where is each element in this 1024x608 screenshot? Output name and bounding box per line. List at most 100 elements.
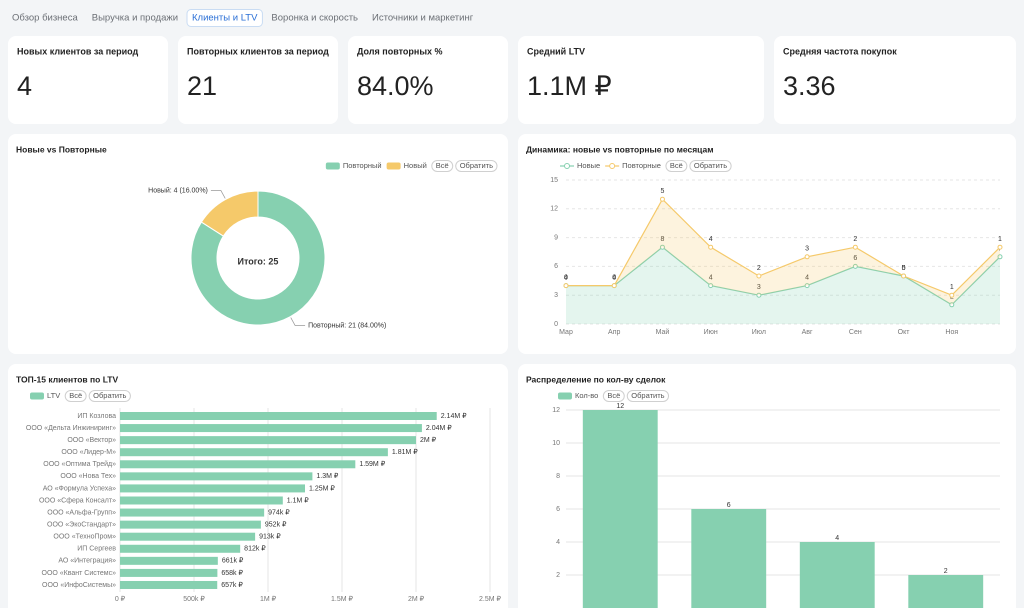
y-tick-label: 9: [554, 234, 558, 241]
bar-label: 658k ₽: [221, 569, 243, 577]
legend-label[interactable]: Кол-во: [575, 391, 598, 400]
x-tick-label: Июн: [704, 329, 718, 336]
kpi-label: Средний LTV: [527, 46, 585, 56]
bar-label: 952k ₽: [265, 520, 287, 528]
x-tick-label: Авг: [802, 329, 813, 336]
point-label: 4: [709, 236, 713, 243]
line: [566, 246, 1001, 306]
tab[interactable]: Выручка и продажи: [92, 13, 178, 24]
legend-button[interactable]: [431, 160, 454, 172]
donut-slice: [190, 190, 326, 326]
bar-label: 2.04M ₽: [426, 424, 452, 432]
y-tick-label: ООО «ИнфоСистемы»: [42, 582, 116, 589]
bar-label: 1.81M ₽: [392, 448, 418, 456]
bar: [120, 568, 218, 577]
point: [659, 244, 665, 250]
y-tick-label: 15: [550, 177, 558, 184]
point: [949, 292, 955, 298]
bar: [120, 520, 261, 529]
legend-button[interactable]: [602, 390, 625, 402]
legend-button-label: Обратить: [460, 161, 493, 170]
legend-label[interactable]: Повторные: [622, 161, 661, 170]
point-label: 1: [998, 236, 1002, 243]
point-label: 3: [805, 246, 809, 253]
chart-title: Новые vs Повторные: [16, 144, 107, 154]
label-leader: [210, 190, 226, 199]
bar: [120, 436, 416, 445]
bar: [120, 580, 218, 589]
area: [566, 247, 1000, 324]
y-tick-label: 12: [552, 407, 560, 414]
x-tick-label: Ноя: [945, 329, 958, 336]
bar: [120, 508, 265, 517]
point-label: 3: [757, 284, 761, 291]
legend: Кол-во Всё Обратить: [558, 390, 670, 402]
bar-label: 4: [835, 535, 839, 542]
y-tick-label: ООО «Сфера Консалт»: [39, 497, 116, 504]
point-label: 4: [612, 274, 616, 281]
line: [566, 198, 1001, 296]
legend-label[interactable]: Новые: [577, 161, 600, 170]
x-tick-label: 0 ₽: [115, 595, 126, 603]
legend-button[interactable]: [88, 390, 131, 402]
bar: [120, 544, 241, 553]
y-tick-label: ООО «Вектор»: [67, 437, 116, 444]
bar-label: 913k ₽: [259, 533, 281, 541]
bar: [120, 412, 437, 420]
legend-button[interactable]: [626, 390, 670, 402]
kpi-card: [348, 36, 508, 124]
bar: [691, 509, 767, 608]
tab[interactable]: Воронка и скорость: [271, 13, 358, 24]
tab[interactable]: Клиенты и LTV: [192, 13, 258, 24]
point: [756, 292, 762, 298]
legend-label[interactable]: Новый: [404, 161, 427, 170]
x-tick-label: Окт: [898, 329, 911, 336]
legend-button[interactable]: [665, 160, 688, 172]
bar-label: 1.3M ₽: [316, 472, 339, 480]
chart-card: [8, 134, 508, 354]
bar: [120, 532, 256, 541]
x-tick-label: 2M ₽: [408, 595, 425, 603]
x-tick-label: 2.5M ₽: [479, 595, 502, 603]
legend-button-label: Обратить: [631, 391, 664, 400]
chart-title: ТОП-15 клиентов по LTV: [16, 374, 118, 384]
legend-swatch: [558, 392, 572, 400]
tab[interactable]: Источники и маркетинг: [372, 13, 474, 24]
y-tick-label: ООО «ЭкоСтандарт»: [47, 521, 116, 528]
point-label: 4: [709, 274, 713, 281]
point: [901, 273, 907, 279]
legend-swatch: [325, 162, 340, 170]
tab[interactable]: Обзор бизнеса: [12, 13, 78, 24]
y-tick-label: 6: [554, 263, 558, 270]
legend-label[interactable]: Повторный: [343, 161, 382, 170]
point: [756, 273, 762, 279]
y-tick-label: 6: [556, 506, 560, 513]
slice-label: Новый: 4 (16.00%): [148, 186, 208, 194]
y-tick-label: 0: [554, 321, 558, 328]
kpi-card: [8, 36, 168, 124]
y-tick-label: ООО «Оптима Трейд»: [43, 460, 116, 468]
bar: [799, 542, 875, 608]
x-tick-label: Сен: [849, 329, 862, 336]
legend-button-label: Всё: [670, 161, 683, 170]
kpi-value: 21: [187, 71, 217, 101]
legend-button[interactable]: [689, 160, 732, 172]
y-tick-label: 4: [556, 539, 560, 546]
y-tick-label: ООО «Нова Тех»: [60, 473, 116, 480]
legend-button[interactable]: [64, 390, 87, 402]
point-label: 4: [564, 274, 568, 281]
x-tick-label: Апр: [608, 329, 620, 336]
kpi-card: [178, 36, 338, 124]
legend-button[interactable]: [455, 160, 498, 172]
point-label: 5: [660, 188, 664, 195]
x-tick-label: Июл: [752, 329, 766, 336]
bar-label: 2M ₽: [420, 436, 437, 444]
kpi-value: 1.1M ₽: [527, 71, 612, 101]
point: [659, 196, 665, 202]
legend-label[interactable]: LTV: [47, 391, 60, 400]
y-tick-label: ИП Козлова: [77, 413, 116, 420]
point-label: 4: [805, 274, 809, 281]
bar-label: 661k ₽: [222, 557, 244, 565]
x-tick-label: 1.5M ₽: [331, 595, 354, 603]
